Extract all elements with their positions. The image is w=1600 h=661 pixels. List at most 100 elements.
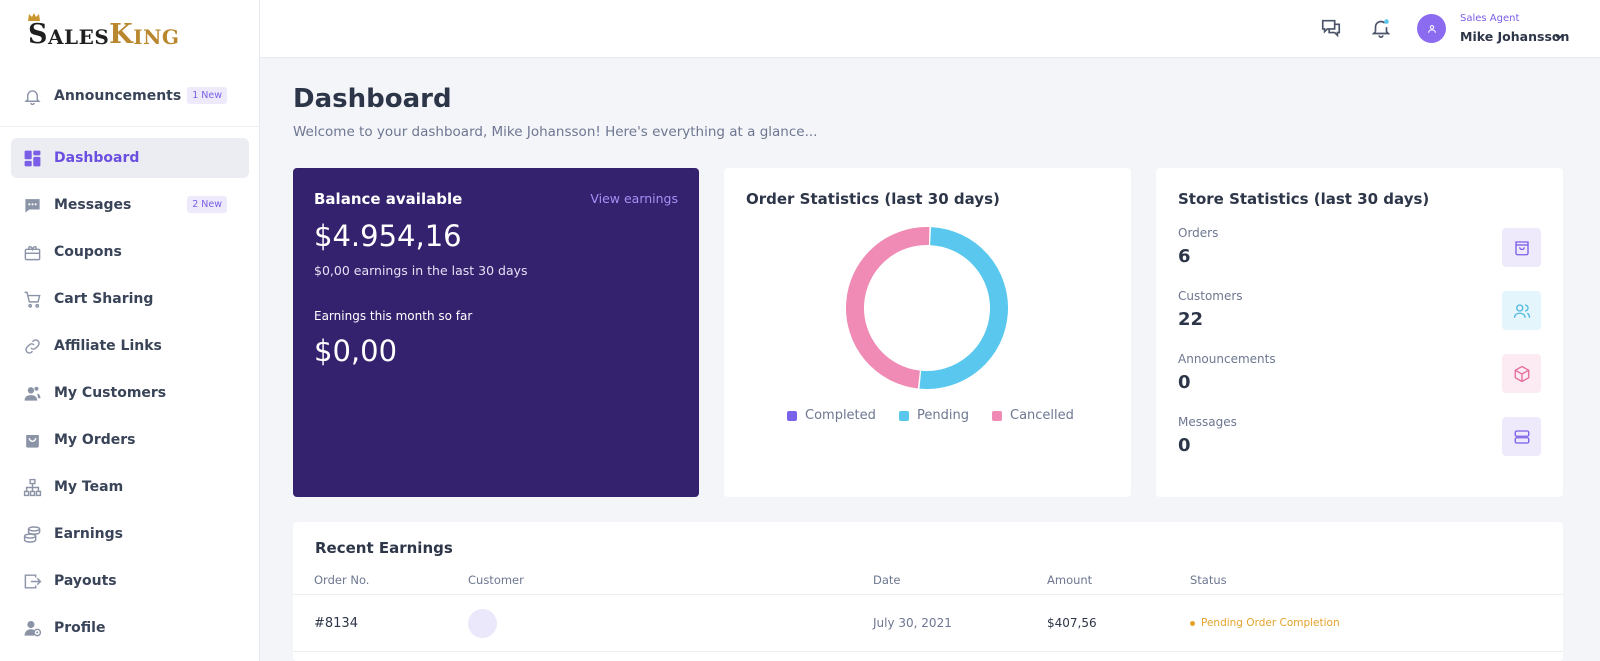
customers-stat-icon-box [1502, 291, 1541, 330]
sidebar-item-cart-sharing[interactable]: Cart Sharing [11, 279, 249, 319]
sidebar-item-my-orders[interactable]: My Orders [11, 420, 249, 460]
sidebar-item-label: Payouts [54, 573, 117, 589]
order-date: July 30, 2021 [873, 616, 952, 630]
status-text: Pending Order Completion [1201, 617, 1340, 629]
order-amount: $407,56 [1047, 616, 1097, 630]
month-earnings-amount: $0,00 [314, 334, 398, 368]
legend-label: Cancelled [1010, 408, 1074, 423]
sidebar-item-announcements[interactable]: Announcements 1 New [11, 76, 249, 116]
stat-label-announcements: Announcements [1178, 352, 1276, 366]
sidebar-item-label: Dashboard [54, 150, 140, 166]
stat-value-announcements: 0 [1178, 372, 1191, 393]
team-icon [23, 478, 42, 497]
sidebar-item-label: My Orders [54, 432, 136, 448]
user-avatar[interactable] [1417, 14, 1446, 43]
column-header-customer: Customer [468, 573, 524, 587]
stat-label-orders: Orders [1178, 226, 1219, 240]
card-title: Store Statistics (last 30 days) [1178, 190, 1430, 208]
logo-letter-s: S [28, 19, 48, 50]
stat-label-messages: Messages [1178, 415, 1237, 429]
users-icon [23, 384, 42, 403]
crown-icon [28, 13, 40, 21]
page-subtitle: Welcome to your dashboard, Mike Johansso… [293, 124, 818, 140]
new-count-badge: 2 New [187, 196, 227, 213]
announcements-stat-icon-box [1502, 354, 1541, 393]
balance-note: $0,00 earnings in the last 30 days [314, 263, 528, 278]
legend-completed[interactable]: Completed [787, 408, 876, 423]
coins-icon [23, 525, 42, 544]
sidebar-item-label: Affiliate Links [54, 338, 162, 354]
dashboard-icon [23, 149, 42, 168]
cart-icon [23, 290, 42, 309]
stat-value-customers: 22 [1178, 309, 1204, 330]
column-header-amount: Amount [1047, 573, 1093, 587]
month-earnings-label: Earnings this month so far [314, 309, 473, 323]
legend-label: Completed [805, 408, 876, 423]
sidebar-item-earnings[interactable]: Earnings [11, 514, 249, 554]
sidebar-item-my-team[interactable]: My Team [11, 467, 249, 507]
donut-slice-cancelled[interactable] [846, 227, 930, 389]
sidebar-item-profile[interactable]: Profile [11, 608, 249, 648]
coupon-icon [23, 243, 42, 262]
legend-swatch [899, 410, 909, 421]
sidebar-item-coupons[interactable]: Coupons [11, 232, 249, 272]
logo-text-ing: ING [133, 25, 180, 49]
chat-icon [23, 196, 42, 215]
order-number[interactable]: #8134 [314, 616, 358, 631]
profile-icon [23, 619, 42, 638]
logo-letter-k: K [109, 19, 134, 50]
stat-value-orders: 6 [1178, 246, 1191, 267]
box-icon [1514, 365, 1529, 382]
sidebar: S ALES K ING Announcements 1 New Dashboa… [0, 0, 260, 661]
sales-king-logo[interactable]: S ALES K ING [28, 13, 180, 50]
column-header-date: Date [873, 573, 901, 587]
user-role: Sales Agent [1460, 13, 1520, 24]
sidebar-item-label: Cart Sharing [54, 291, 154, 307]
legend-pending[interactable]: Pending [899, 408, 969, 423]
sidebar-item-affiliate-links[interactable]: Affiliate Links [11, 326, 249, 366]
status-dot [1190, 620, 1195, 626]
balance-title: Balance available [314, 190, 463, 208]
server-icon [1514, 429, 1529, 444]
card-title: Order Statistics (last 30 days) [746, 190, 1000, 208]
sidebar-item-label: My Customers [54, 385, 167, 401]
bag-icon [1514, 240, 1529, 255]
logo-text-ales: ALES [48, 25, 110, 49]
order-statistics-card: Order Statistics (last 30 days) Complete… [724, 168, 1131, 497]
column-header-status: Status [1190, 573, 1227, 587]
sidebar-item-my-customers[interactable]: My Customers [11, 373, 249, 413]
donut-slice-pending[interactable] [919, 227, 1008, 389]
recent-earnings-card: Recent Earnings Order No. Customer Date … [293, 522, 1563, 661]
messages-icon[interactable] [1320, 17, 1342, 39]
sidebar-item-payouts[interactable]: Payouts [11, 561, 249, 601]
page-title: Dashboard [293, 84, 452, 114]
sidebar-item-label: My Team [54, 479, 124, 495]
customer-avatar [468, 609, 497, 638]
legend-cancelled[interactable]: Cancelled [992, 408, 1074, 423]
top-header: Sales Agent Mike Johansson [260, 0, 1600, 58]
card-title: Recent Earnings [315, 539, 453, 557]
balance-amount: $4.954,16 [314, 219, 462, 253]
sidebar-item-label: Messages [54, 197, 132, 213]
messages-stat-icon-box [1502, 417, 1541, 456]
column-header-order-no: Order No. [314, 573, 370, 587]
sidebar-item-label: Profile [54, 620, 106, 636]
view-earnings-link[interactable]: View earnings [590, 191, 678, 206]
stat-label-customers: Customers [1178, 289, 1243, 303]
user-name[interactable]: Mike Johansson [1460, 29, 1570, 44]
sidebar-item-label: Earnings [54, 526, 124, 542]
sidebar-divider [0, 126, 259, 127]
link-icon [23, 337, 42, 356]
notification-bell-icon[interactable] [1370, 17, 1392, 39]
sidebar-item-dashboard[interactable]: Dashboard [11, 138, 249, 178]
chevron-down-icon[interactable] [1554, 32, 1564, 42]
orders-stat-icon-box [1502, 228, 1541, 267]
bag-icon [23, 431, 42, 450]
legend-swatch [787, 410, 797, 421]
sidebar-item-messages[interactable]: Messages 2 New [11, 185, 249, 225]
user-icon [1427, 24, 1436, 33]
table-row[interactable]: #8134 July 30, 2021 $407,56 Pending Orde… [293, 594, 1563, 652]
new-count-badge: 1 New [187, 87, 227, 104]
users-icon [1513, 303, 1530, 318]
sidebar-item-label: Coupons [54, 244, 122, 260]
